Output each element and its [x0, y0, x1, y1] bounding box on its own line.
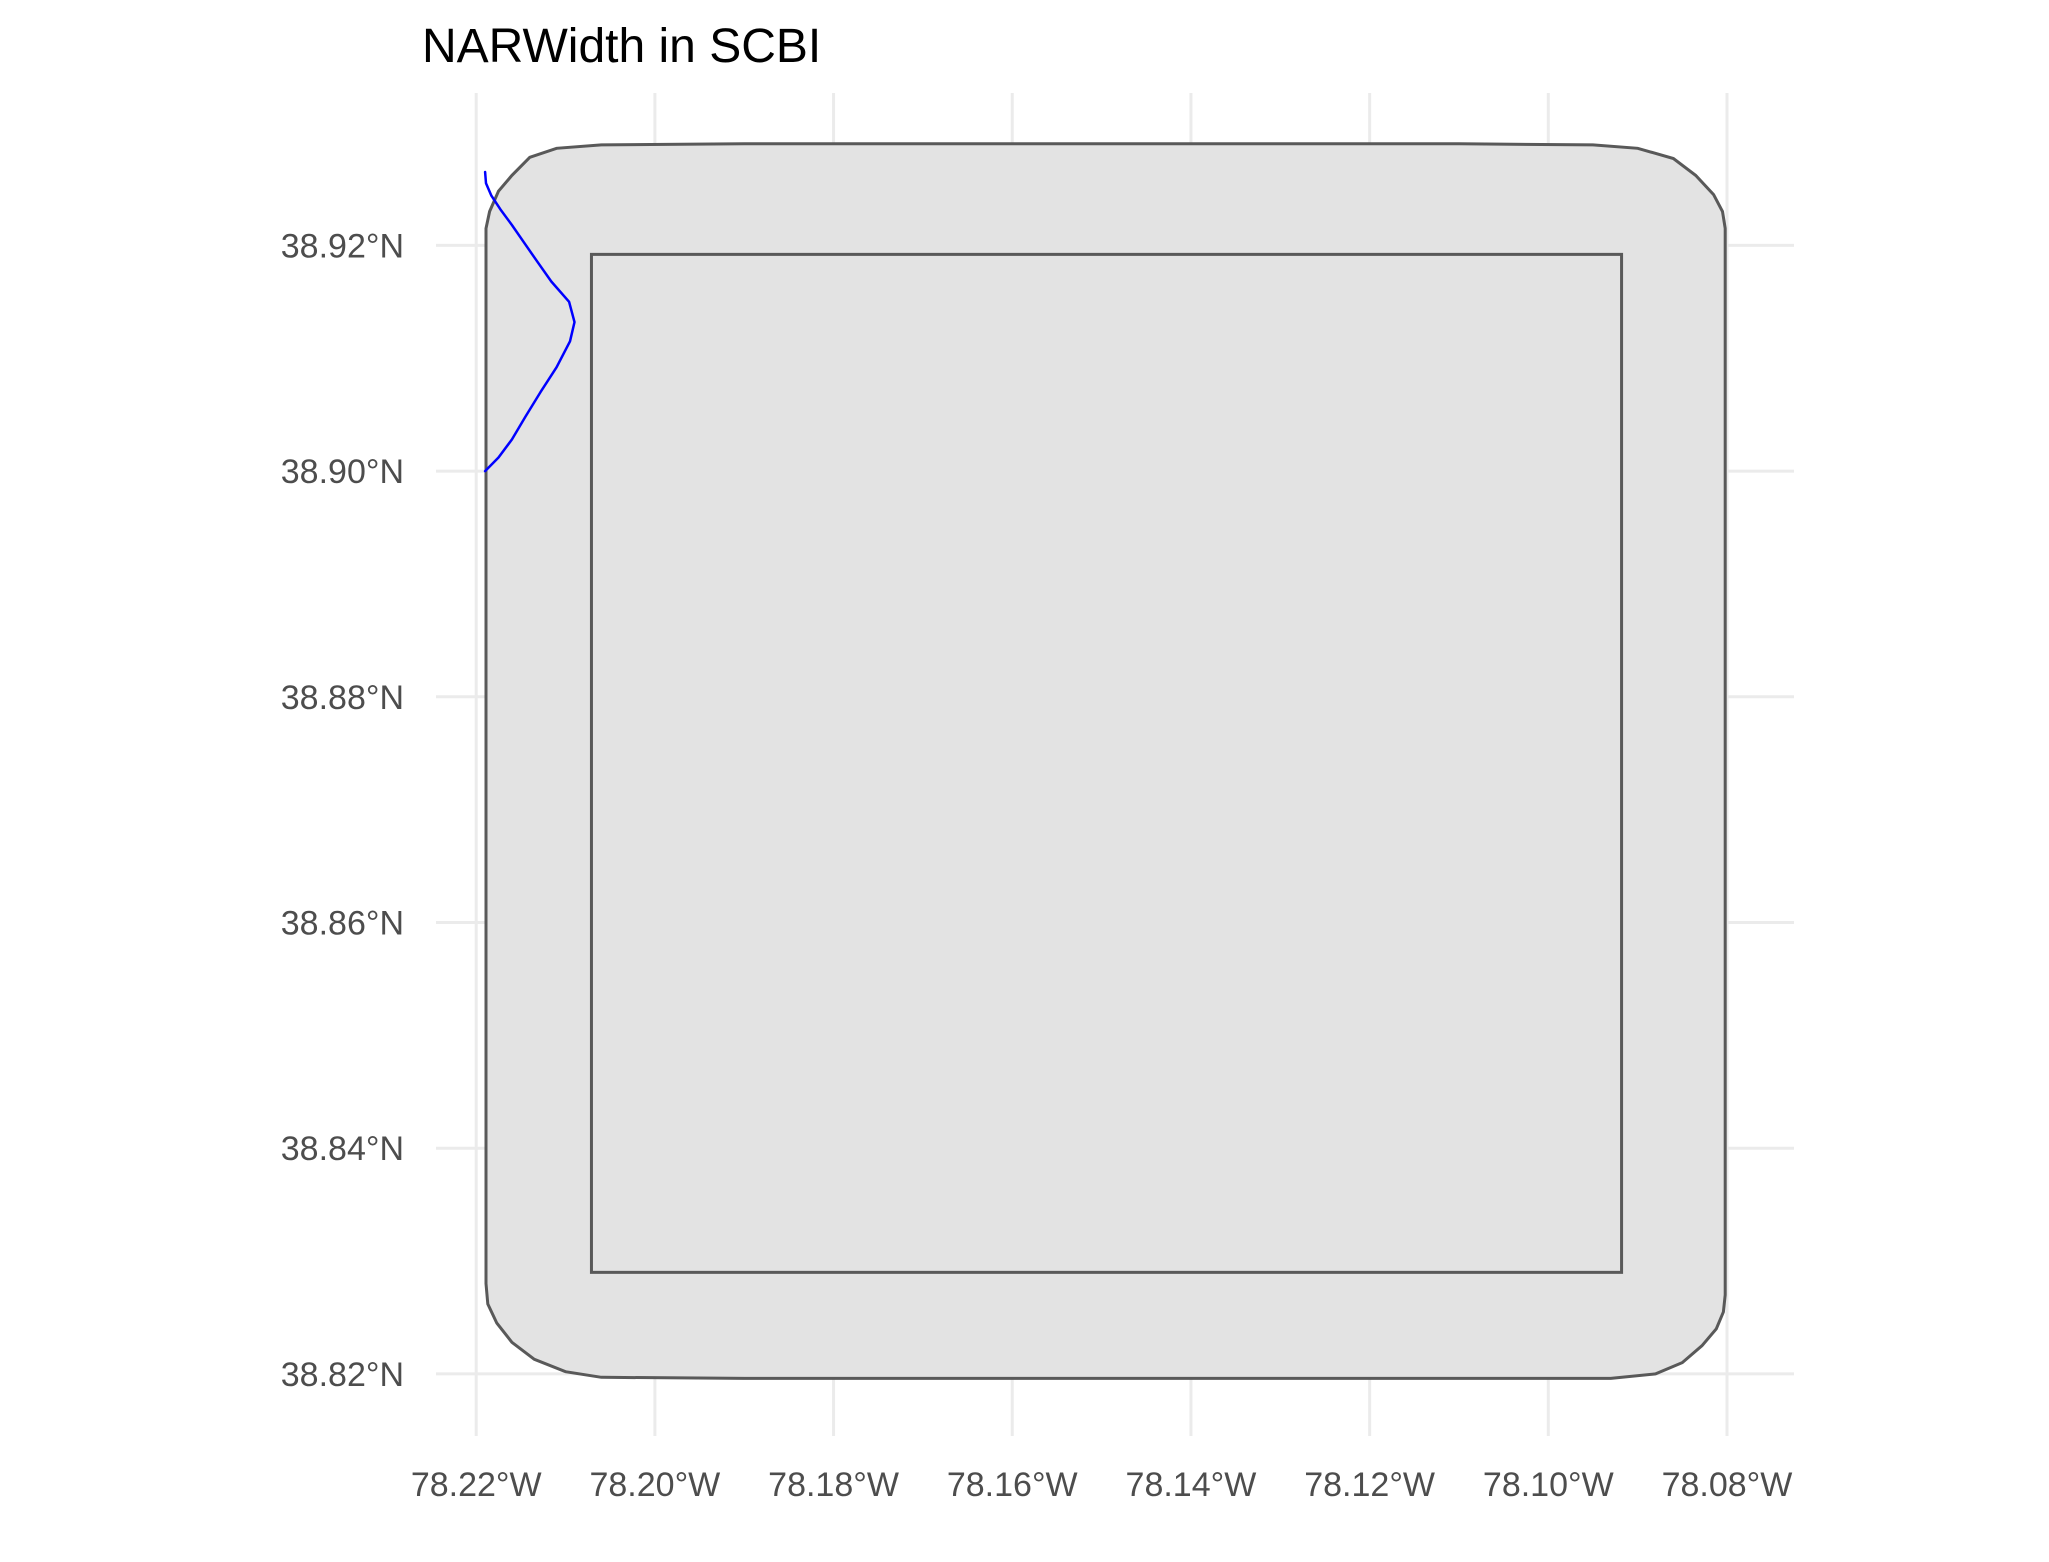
y-tick-label: 38.88°N	[281, 679, 404, 717]
x-axis-ticks: 78.22°W 78.20°W 78.18°W 78.16°W 78.14°W 78.12…	[411, 1466, 1793, 1504]
buffer-polygon	[484, 142, 1727, 1380]
site-boundary-rect	[589, 252, 1624, 1274]
x-tick-label: 78.10°W	[1483, 1466, 1614, 1504]
y-tick-label: 38.92°N	[281, 227, 404, 265]
map-layers	[483, 142, 1727, 1380]
x-tick-label: 78.12°W	[1304, 1466, 1435, 1504]
x-tick-label: 78.14°W	[1126, 1466, 1257, 1504]
chart-title: NARWidth in SCBI	[422, 20, 821, 73]
y-tick-label: 38.82°N	[281, 1356, 404, 1394]
river-line	[483, 170, 576, 473]
x-tick-label: 78.22°W	[411, 1466, 542, 1504]
x-tick-label: 78.08°W	[1662, 1466, 1793, 1504]
y-tick-label: 38.84°N	[281, 1130, 404, 1168]
x-tick-label: 78.18°W	[768, 1466, 899, 1504]
y-tick-label: 38.90°N	[281, 453, 404, 491]
y-axis-ticks: 38.82°N 38.84°N 38.86°N 38.88°N 38.90°N 38.92…	[281, 227, 404, 1394]
x-tick-label: 78.16°W	[947, 1466, 1078, 1504]
y-tick-label: 38.86°N	[281, 905, 404, 943]
x-tick-label: 78.20°W	[589, 1466, 720, 1504]
